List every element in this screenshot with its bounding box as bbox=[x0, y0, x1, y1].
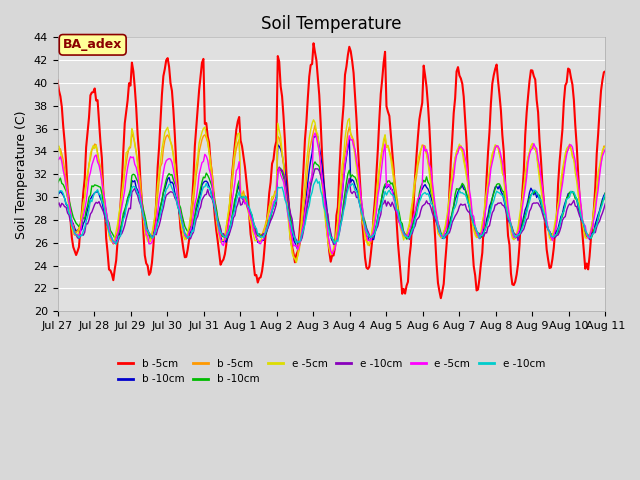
Text: BA_adex: BA_adex bbox=[63, 38, 122, 51]
Legend: b -5cm, b -10cm, b -5cm, b -10cm, e -5cm, e -10cm, e -5cm, e -10cm: b -5cm, b -10cm, b -5cm, b -10cm, e -5cm… bbox=[114, 355, 549, 388]
Title: Soil Temperature: Soil Temperature bbox=[261, 15, 402, 33]
Y-axis label: Soil Temperature (C): Soil Temperature (C) bbox=[15, 110, 28, 239]
